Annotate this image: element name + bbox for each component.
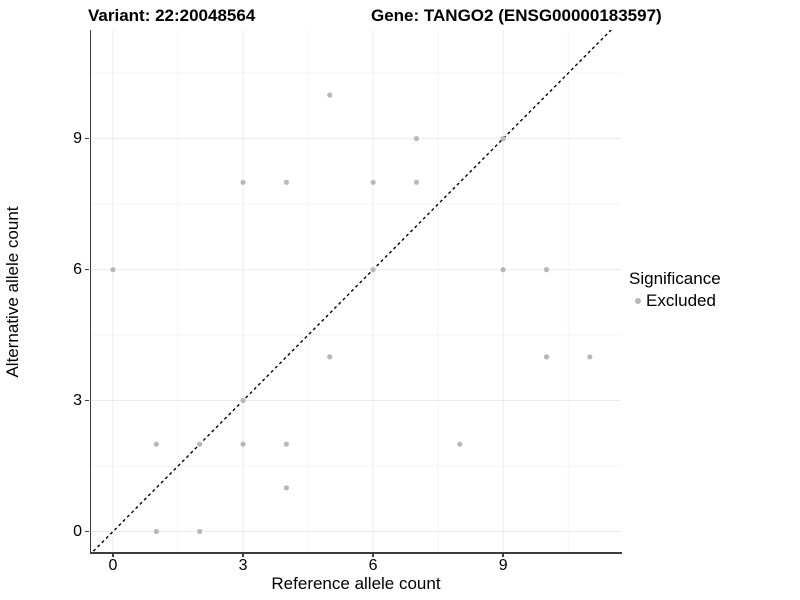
legend-item-label: Excluded: [646, 291, 716, 310]
gene-title: Gene: TANGO2 (ENSG00000183597): [371, 6, 662, 25]
y-tick-mark: [85, 268, 89, 271]
x-tick-mark: [112, 553, 114, 557]
data-point: [543, 354, 550, 360]
data-point: [283, 441, 289, 447]
y-axis-label: Alternative allele count: [3, 206, 22, 378]
variant-title: Variant: 22:20048564: [88, 6, 256, 25]
x-tick-label: 9: [498, 557, 508, 574]
y-tick-mark: [85, 530, 89, 533]
y-tick-mark: [85, 137, 89, 140]
y-tick-label: 6: [73, 260, 82, 278]
data-point: [197, 441, 203, 447]
plot-panel: [91, 30, 621, 552]
x-tick-label: 0: [108, 557, 118, 574]
data-point: [110, 267, 116, 273]
data-point: [153, 528, 159, 535]
legend-title: Significance: [629, 269, 721, 288]
data-point: [543, 267, 550, 273]
y-tick-mark: [85, 399, 89, 402]
data-point: [370, 179, 376, 185]
x-axis-line: [89, 552, 622, 554]
data-point: [370, 267, 376, 273]
x-tick-label: 3: [238, 557, 248, 574]
data-point: [457, 441, 463, 447]
legend-item-excluded: Excluded: [629, 291, 721, 311]
data-point: [327, 354, 333, 360]
data-point: [240, 441, 246, 447]
y-tick-label: 3: [73, 391, 82, 409]
legend: Significance Excluded: [629, 269, 721, 311]
data-point: [283, 179, 289, 185]
data-point: [413, 136, 420, 142]
y-tick-label: 9: [73, 129, 82, 147]
data-point: [587, 354, 593, 360]
x-tick-mark: [372, 553, 374, 557]
data-point: [500, 136, 506, 142]
x-tick-label: 6: [368, 557, 378, 574]
excluded-point-icon: [635, 298, 641, 304]
data-point: [197, 528, 203, 535]
data-point: [240, 179, 246, 185]
data-point: [240, 397, 246, 404]
data-point: [153, 441, 159, 447]
x-tick-mark: [502, 553, 504, 557]
data-point: [413, 179, 420, 185]
y-tick-label: 0: [73, 522, 82, 540]
data-point: [283, 485, 289, 491]
x-axis-label: Reference allele count: [271, 574, 441, 593]
data-point: [500, 267, 506, 273]
identity-line: [91, 30, 613, 552]
y-axis-line: [89, 30, 91, 553]
x-tick-mark: [242, 553, 244, 557]
data-point: [327, 92, 333, 98]
